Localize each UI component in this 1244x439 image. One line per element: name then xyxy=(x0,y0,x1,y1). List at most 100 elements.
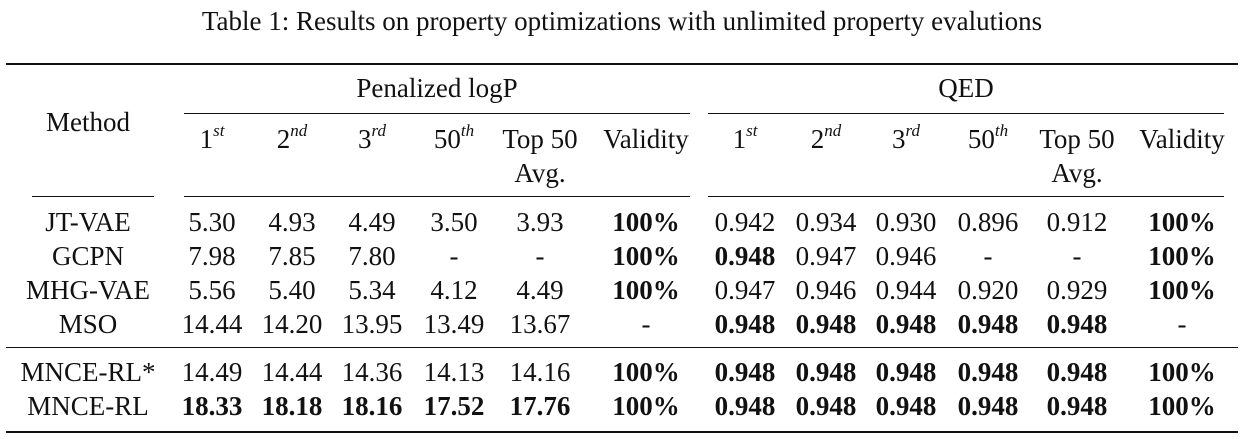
qed-cell-top50-avg: 0.948 xyxy=(1046,309,1108,339)
qed-cell-2nd: 0.947 xyxy=(795,241,857,271)
logp-cell-3rd: 18.16 xyxy=(341,391,403,421)
method-name: MNCE-RL xyxy=(27,391,149,421)
logp-cell-2nd: 7.85 xyxy=(268,241,316,271)
logp-col-header-top50-avg-line2: Avg. xyxy=(514,158,566,188)
method-header: Method xyxy=(46,107,130,137)
method-name: MSO xyxy=(58,309,118,339)
logp-cell-top50-avg: - xyxy=(535,241,545,271)
qed-cell-top50-avg: - xyxy=(1072,241,1082,271)
qed-cell-validity: 100% xyxy=(1148,241,1216,271)
logp-cell-1st: 14.44 xyxy=(181,309,243,339)
qed-cell-2nd: 0.934 xyxy=(795,207,857,237)
logp-group-rule xyxy=(184,113,690,114)
qed-cell-1st: 0.948 xyxy=(714,357,776,387)
qed-cell-validity: - xyxy=(1177,309,1187,339)
qed-cell-top50-avg: 0.929 xyxy=(1046,275,1108,305)
logp-col-header-validity: Validity xyxy=(603,124,689,154)
logp-cell-50th: 17.52 xyxy=(423,391,485,421)
qed-cell-validity: 100% xyxy=(1148,207,1216,237)
logp-cell-50th: 14.13 xyxy=(423,357,485,387)
logp-cell-1st: 5.56 xyxy=(188,275,236,305)
logp-cell-1st: 18.33 xyxy=(181,391,243,421)
logp-cell-validity: 100% xyxy=(612,241,680,271)
logp-cell-1st: 7.98 xyxy=(188,241,236,271)
logp-col-header-2nd: 2nd xyxy=(276,121,308,154)
qed-cell-3rd: 0.948 xyxy=(875,309,937,339)
qed-cell-3rd: 0.948 xyxy=(875,391,937,421)
logp-cell-validity: 100% xyxy=(612,207,680,237)
qed-col-header-2nd: 2nd xyxy=(810,121,842,154)
qed-cell-50th: - xyxy=(983,241,993,271)
qed-cell-50th: 0.896 xyxy=(957,207,1019,237)
logp-cell-1st: 5.30 xyxy=(188,207,236,237)
method-name: GCPN xyxy=(51,241,125,271)
qed-cell-50th: 0.948 xyxy=(957,391,1019,421)
qed-cell-validity: 100% xyxy=(1148,391,1216,421)
logp-cell-validity: 100% xyxy=(612,391,680,421)
logp-col-header-1st: 1st xyxy=(199,121,225,154)
logp-group-header: Penalized logP xyxy=(356,73,518,103)
qed-group-rule xyxy=(708,113,1224,114)
qed-cell-50th: 0.948 xyxy=(957,309,1019,339)
logp-col-header-50th: 50th xyxy=(433,121,475,154)
logp-cell-validity: 100% xyxy=(612,357,680,387)
group-separator-rule xyxy=(6,347,1238,348)
logp-cell-2nd: 4.93 xyxy=(268,207,316,237)
qed-cell-validity: 100% xyxy=(1148,357,1216,387)
logp-header-rule xyxy=(184,196,690,197)
logp-cell-50th: 4.12 xyxy=(430,275,478,305)
qed-col-header-3rd: 3rd xyxy=(892,121,920,154)
logp-cell-top50-avg: 13.67 xyxy=(509,309,571,339)
qed-col-header-top50-avg: Top 50 xyxy=(1039,124,1115,154)
logp-cell-top50-avg: 14.16 xyxy=(509,357,571,387)
logp-cell-3rd: 4.49 xyxy=(348,207,396,237)
qed-cell-2nd: 0.948 xyxy=(795,391,857,421)
logp-cell-2nd: 14.20 xyxy=(261,309,323,339)
logp-cell-3rd: 13.95 xyxy=(341,309,403,339)
logp-cell-validity: 100% xyxy=(612,275,680,305)
qed-cell-top50-avg: 0.912 xyxy=(1046,207,1108,237)
qed-col-header-validity: Validity xyxy=(1139,124,1225,154)
qed-cell-1st: 0.947 xyxy=(714,275,776,305)
logp-cell-50th: 3.50 xyxy=(430,207,478,237)
qed-cell-1st: 0.948 xyxy=(714,391,776,421)
logp-cell-3rd: 14.36 xyxy=(341,357,403,387)
qed-cell-1st: 0.948 xyxy=(714,241,776,271)
qed-col-header-1st: 1st xyxy=(732,121,758,154)
qed-cell-3rd: 0.930 xyxy=(875,207,937,237)
method-header-rule xyxy=(32,196,154,197)
logp-cell-top50-avg: 4.49 xyxy=(516,275,564,305)
logp-cell-2nd: 14.44 xyxy=(261,357,323,387)
qed-col-header-50th: 50th xyxy=(967,121,1009,154)
qed-cell-top50-avg: 0.948 xyxy=(1046,357,1108,387)
qed-col-header-top50-avg-line2: Avg. xyxy=(1051,158,1103,188)
method-name: JT-VAE xyxy=(45,207,131,237)
qed-cell-top50-avg: 0.948 xyxy=(1046,391,1108,421)
logp-cell-50th: 13.49 xyxy=(423,309,485,339)
logp-cell-top50-avg: 3.93 xyxy=(516,207,564,237)
logp-cell-3rd: 7.80 xyxy=(348,241,396,271)
qed-cell-1st: 0.942 xyxy=(714,207,776,237)
qed-group-header: QED xyxy=(938,73,994,103)
qed-cell-2nd: 0.948 xyxy=(795,309,857,339)
logp-cell-1st: 14.49 xyxy=(181,357,243,387)
qed-header-rule xyxy=(708,196,1224,197)
logp-col-header-3rd: 3rd xyxy=(358,121,386,154)
qed-cell-1st: 0.948 xyxy=(714,309,776,339)
qed-cell-2nd: 0.946 xyxy=(795,275,857,305)
method-name: MHG-VAE xyxy=(25,275,150,305)
bottom-rule xyxy=(6,431,1238,433)
table-caption: Table 1: Results on property optimizatio… xyxy=(201,6,1043,36)
logp-cell-top50-avg: 17.76 xyxy=(509,391,571,421)
logp-cell-50th: - xyxy=(449,241,459,271)
qed-cell-3rd: 0.946 xyxy=(875,241,937,271)
qed-cell-validity: 100% xyxy=(1148,275,1216,305)
logp-cell-validity: - xyxy=(641,309,651,339)
top-rule xyxy=(6,63,1238,65)
logp-cell-3rd: 5.34 xyxy=(348,275,396,305)
qed-cell-2nd: 0.948 xyxy=(795,357,857,387)
qed-cell-3rd: 0.944 xyxy=(875,275,937,305)
qed-cell-50th: 0.948 xyxy=(957,357,1019,387)
qed-cell-3rd: 0.948 xyxy=(875,357,937,387)
